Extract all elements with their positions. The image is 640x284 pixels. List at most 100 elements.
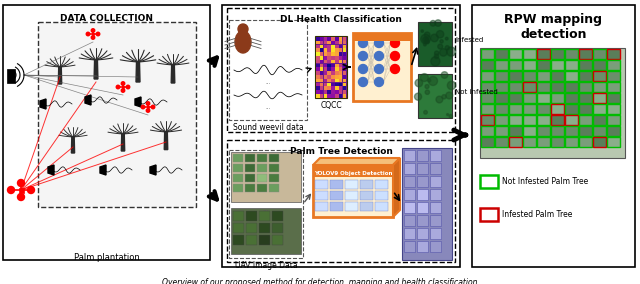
Bar	[579, 93, 592, 103]
Bar	[404, 163, 415, 174]
Bar	[593, 60, 606, 70]
Bar	[593, 115, 606, 125]
Bar	[245, 164, 255, 172]
Bar	[509, 60, 522, 70]
Bar	[335, 48, 339, 52]
Bar	[551, 93, 564, 103]
Bar	[342, 75, 346, 78]
Bar	[523, 71, 536, 81]
Circle shape	[438, 44, 443, 49]
Bar	[316, 86, 319, 90]
Bar	[495, 82, 508, 92]
Bar	[339, 60, 342, 63]
Bar	[335, 41, 339, 44]
Bar	[537, 104, 550, 114]
Bar	[607, 115, 620, 125]
Circle shape	[449, 114, 452, 118]
Circle shape	[420, 74, 428, 82]
Circle shape	[431, 57, 440, 66]
Circle shape	[424, 32, 430, 38]
Bar	[523, 60, 536, 70]
Circle shape	[92, 29, 95, 32]
Bar	[495, 137, 508, 147]
Circle shape	[426, 40, 429, 44]
Bar	[565, 60, 578, 70]
Circle shape	[447, 47, 456, 56]
Bar	[320, 79, 323, 82]
Bar	[495, 60, 508, 70]
Bar	[593, 71, 606, 81]
Bar	[332, 83, 335, 86]
Bar	[593, 137, 606, 147]
Bar	[231, 208, 301, 254]
Bar	[495, 49, 508, 59]
Bar	[593, 115, 606, 125]
Bar	[320, 83, 323, 86]
Bar	[328, 71, 331, 75]
Bar	[324, 75, 327, 78]
Bar	[565, 115, 578, 125]
Bar	[418, 22, 452, 66]
Bar	[339, 41, 342, 44]
Bar	[481, 115, 494, 125]
Bar	[320, 94, 323, 97]
Bar	[551, 137, 564, 147]
Bar	[509, 82, 522, 92]
Bar	[324, 37, 327, 41]
Bar	[345, 191, 358, 200]
Circle shape	[390, 64, 399, 74]
Bar	[339, 75, 342, 78]
Bar	[229, 20, 307, 120]
Polygon shape	[122, 134, 125, 151]
Bar	[332, 48, 335, 52]
Bar	[257, 154, 267, 162]
Bar	[551, 104, 564, 114]
Text: Sound weevil data: Sound weevil data	[232, 123, 303, 132]
Circle shape	[238, 24, 248, 34]
Bar	[417, 163, 428, 174]
Circle shape	[374, 51, 383, 60]
Bar	[523, 82, 536, 92]
Circle shape	[358, 78, 367, 87]
Bar	[481, 126, 494, 136]
Bar	[509, 115, 522, 125]
Bar	[315, 36, 347, 98]
Bar	[579, 82, 592, 92]
Bar	[481, 115, 494, 125]
Bar	[345, 202, 358, 211]
Bar	[523, 115, 536, 125]
Bar	[481, 60, 494, 70]
Bar	[315, 180, 328, 189]
Circle shape	[86, 32, 90, 36]
Circle shape	[17, 179, 24, 187]
Bar	[320, 56, 323, 60]
Bar	[480, 208, 498, 221]
Bar	[342, 71, 346, 75]
Bar	[332, 94, 335, 97]
Bar	[593, 93, 606, 103]
Bar	[579, 49, 592, 59]
Bar	[3, 5, 210, 260]
Bar	[342, 83, 346, 86]
Bar	[320, 64, 323, 67]
Bar	[481, 60, 494, 70]
Bar	[316, 64, 319, 67]
Bar	[339, 83, 342, 86]
Text: Not Infested Palm Tree: Not Infested Palm Tree	[502, 177, 588, 186]
Circle shape	[429, 76, 438, 85]
Bar	[222, 5, 460, 267]
Bar	[523, 137, 536, 147]
Polygon shape	[135, 97, 141, 107]
Bar	[316, 75, 319, 78]
Bar	[509, 104, 522, 114]
Polygon shape	[94, 60, 98, 79]
Bar	[579, 126, 592, 136]
Bar	[579, 137, 592, 147]
Bar	[233, 184, 243, 192]
Bar	[551, 93, 564, 103]
Text: Palm plantation: Palm plantation	[74, 253, 140, 262]
Bar	[593, 104, 606, 114]
Bar	[509, 126, 522, 136]
Bar	[565, 49, 578, 59]
Bar	[551, 60, 564, 70]
